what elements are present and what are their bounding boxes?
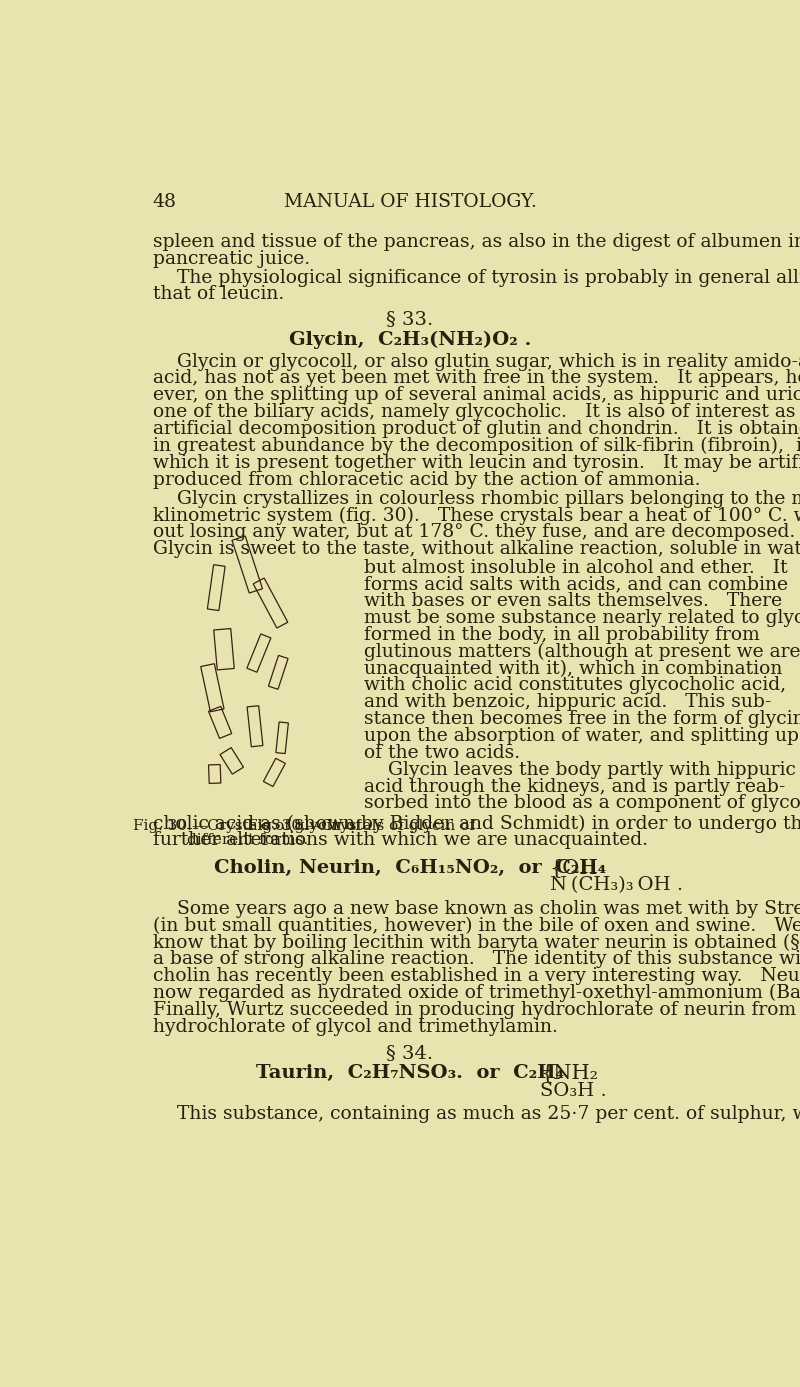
Text: klinometric system (fig. 30).   These crystals bear a heat of 100° C. with-: klinometric system (fig. 30). These crys… — [153, 506, 800, 524]
Text: that of leucin.: that of leucin. — [153, 286, 284, 304]
Text: § 33.: § 33. — [386, 311, 434, 329]
Text: different forms.: different forms. — [186, 832, 308, 846]
Text: Some years ago a new base known as cholin was met with by Strecker: Some years ago a new base known as choli… — [153, 900, 800, 918]
Text: acid through the kidneys, and is partly reab-: acid through the kidneys, and is partly … — [363, 778, 785, 796]
Text: {OH: {OH — [550, 859, 598, 878]
Text: cholin has recently been established in a very interesting way.   Neurin is: cholin has recently been established in … — [153, 967, 800, 985]
Text: forms acid salts with acids, and can combine: forms acid salts with acids, and can com… — [363, 576, 787, 594]
Text: N (CH₃)₃ OH .: N (CH₃)₃ OH . — [550, 877, 682, 895]
Text: {NH₂: {NH₂ — [540, 1064, 598, 1083]
Text: now regarded as hydrated oxide of trimethyl-oxethyl-ammonium (Baeyer).: now regarded as hydrated oxide of trimet… — [153, 983, 800, 1003]
Text: Glycin is sweet to the taste, without alkaline reaction, soluble in water,: Glycin is sweet to the taste, without al… — [153, 540, 800, 558]
Text: glutinous matters (although at present we are: glutinous matters (although at present w… — [363, 642, 800, 662]
Text: cholic acid as (shown by Bidder and Schmidt) in order to undergo there: cholic acid as (shown by Bidder and Schm… — [153, 814, 800, 832]
Text: with bases or even salts themselves.   There: with bases or even salts themselves. The… — [363, 592, 782, 610]
Text: spleen and tissue of the pancreas, as also in the digest of albumen in: spleen and tissue of the pancreas, as al… — [153, 233, 800, 251]
Text: further alterations with which we are unacquainted.: further alterations with which we are un… — [153, 831, 648, 849]
Text: must be some substance nearly related to glycin: must be some substance nearly related to… — [363, 609, 800, 627]
Text: upon the absorption of water, and splitting up: upon the absorption of water, and splitt… — [363, 727, 798, 745]
Text: hydrochlorate of glycol and trimethylamin.: hydrochlorate of glycol and trimethylami… — [153, 1018, 558, 1036]
Text: acid, has not as yet been met with free in the system.   It appears, how-: acid, has not as yet been met with free … — [153, 369, 800, 387]
Text: Fig. 30.—Crystals of glycin of: Fig. 30.—Crystals of glycin of — [247, 818, 475, 832]
Text: sorbed into the blood as a component of glyco-: sorbed into the blood as a component of … — [363, 795, 800, 813]
Text: which it is present together with leucin and tyrosin.   It may be artificially: which it is present together with leucin… — [153, 454, 800, 472]
Text: produced from chloracetic acid by the action of ammonia.: produced from chloracetic acid by the ac… — [153, 470, 700, 488]
Text: § 34.: § 34. — [386, 1044, 434, 1062]
Text: but almost insoluble in alcohol and ether.   It: but almost insoluble in alcohol and ethe… — [363, 559, 787, 577]
Text: in greatest abundance by the decomposition of silk-fibrin (fibroin),  in: in greatest abundance by the decompositi… — [153, 437, 800, 455]
Text: one of the biliary acids, namely glycocholic.   It is also of interest as an: one of the biliary acids, namely glycoch… — [153, 404, 800, 422]
Text: out losing any water, but at 178° C. they fuse, and are decomposed.: out losing any water, but at 178° C. the… — [153, 523, 795, 541]
Text: Glycin crystallizes in colourless rhombic pillars belonging to the mono-: Glycin crystallizes in colourless rhombi… — [153, 490, 800, 508]
Text: and with benzoic, hippuric acid.   This sub-: and with benzoic, hippuric acid. This su… — [363, 694, 771, 712]
Text: Cholin, Neurin,  C₆H₁₅NO₂,  or  C₂H₄: Cholin, Neurin, C₆H₁₅NO₂, or C₂H₄ — [214, 859, 606, 877]
Text: Glycin,  C₂H₃(NH₂)O₂ .: Glycin, C₂H₃(NH₂)O₂ . — [289, 330, 531, 348]
Text: (in but small quantities, however) in the bile of oxen and swine.   We: (in but small quantities, however) in th… — [153, 917, 800, 935]
Text: know that by boiling lecithin with baryta water neurin is obtained (§ 20),: know that by boiling lecithin with baryt… — [153, 933, 800, 951]
Text: 48: 48 — [153, 193, 177, 211]
Text: SO₃H .: SO₃H . — [540, 1082, 607, 1100]
Text: Taurin,  C₂H₇NSO₃.  or  C₂H₄: Taurin, C₂H₇NSO₃. or C₂H₄ — [256, 1064, 564, 1082]
Text: pancreatic juice.: pancreatic juice. — [153, 250, 310, 268]
Text: MANUAL OF HISTOLOGY.: MANUAL OF HISTOLOGY. — [283, 193, 537, 211]
Text: artificial decomposition product of glutin and chondrin.   It is obtained: artificial decomposition product of glut… — [153, 420, 800, 438]
Text: This substance, containing as much as 25·7 per cent. of sulphur, was: This substance, containing as much as 25… — [153, 1105, 800, 1123]
Text: Glycin or glycocoll, or also glutin sugar, which is in reality amido-acetic: Glycin or glycocoll, or also glutin suga… — [153, 352, 800, 370]
Text: ever, on the splitting up of several animal acids, as hippuric and uric, and: ever, on the splitting up of several ani… — [153, 387, 800, 405]
Text: Fig. 30.—Crystals of glycin of: Fig. 30.—Crystals of glycin of — [134, 818, 361, 832]
Text: with cholic acid constitutes glycocholic acid,: with cholic acid constitutes glycocholic… — [363, 677, 786, 695]
Text: The physiological significance of tyrosin is probably in general allied to: The physiological significance of tyrosi… — [153, 269, 800, 287]
Text: Glycin leaves the body partly with hippuric: Glycin leaves the body partly with hippu… — [363, 760, 795, 778]
Text: unacquainted with it), which in combination: unacquainted with it), which in combinat… — [363, 660, 782, 678]
Text: Finally, Wurtz succeeded in producing hydrochlorate of neurin from: Finally, Wurtz succeeded in producing hy… — [153, 1001, 796, 1019]
Text: a base of strong alkaline reaction.   The identity of this substance with: a base of strong alkaline reaction. The … — [153, 950, 800, 968]
Text: formed in the body, in all probability from: formed in the body, in all probability f… — [363, 626, 759, 644]
Text: of the two acids.: of the two acids. — [363, 743, 520, 761]
Text: stance then becomes free in the form of glycin: stance then becomes free in the form of … — [363, 710, 800, 728]
